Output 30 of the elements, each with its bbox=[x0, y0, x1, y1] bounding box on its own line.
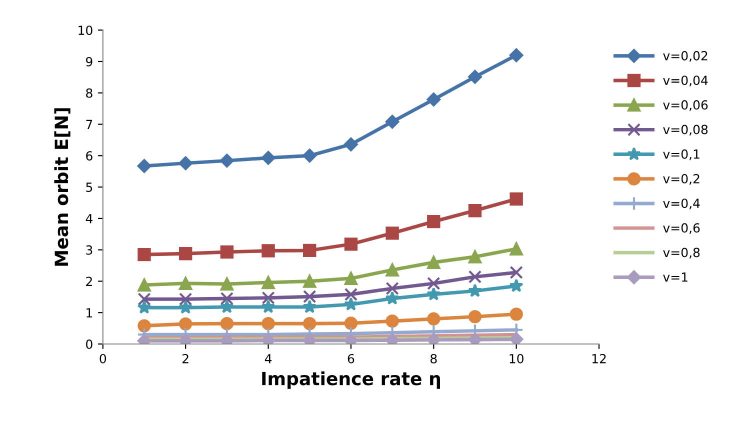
y-tick-label: 10 bbox=[78, 26, 92, 36]
y-tick-label: 9 bbox=[86, 56, 92, 66]
legend-label: v=0,04 bbox=[663, 76, 708, 86]
y-tick-label: 2 bbox=[86, 276, 92, 286]
y-tick-label: 5 bbox=[86, 182, 92, 192]
y-tick-label: 4 bbox=[86, 214, 92, 224]
legend-label: v=0,2 bbox=[663, 174, 700, 185]
x-tick-label: 0 bbox=[100, 354, 106, 364]
x-tick-label: 6 bbox=[348, 354, 354, 364]
x-tick-label: 4 bbox=[264, 354, 272, 364]
x-axis-title: Impatience rate η bbox=[262, 371, 440, 389]
y-tick-label: 1 bbox=[86, 308, 92, 318]
y-axis-title: Mean orbit E[N] bbox=[54, 108, 70, 266]
legend-label: v=0,08 bbox=[663, 124, 708, 136]
y-tick-label: 8 bbox=[86, 88, 92, 98]
legend-label: v=0,06 bbox=[663, 100, 708, 111]
x-tick-label: 10 bbox=[510, 354, 524, 364]
legend-label: v=0,8 bbox=[663, 248, 700, 258]
legend-label: v=0,4 bbox=[663, 198, 700, 210]
legend-label: v=0,6 bbox=[663, 223, 700, 234]
x-tick-label: 8 bbox=[430, 354, 437, 364]
y-tick-label: 7 bbox=[86, 120, 92, 130]
y-tick-label: 6 bbox=[86, 151, 92, 161]
x-tick-label: 2 bbox=[182, 354, 188, 364]
legend-label: v=1 bbox=[663, 272, 688, 282]
y-tick-label: 3 bbox=[86, 245, 92, 255]
legend-label: v=0,02 bbox=[663, 50, 708, 62]
y-tick-label: 0 bbox=[86, 339, 92, 349]
x-tick-label: 12 bbox=[592, 354, 606, 364]
legend-label: v=0,1 bbox=[663, 149, 700, 160]
